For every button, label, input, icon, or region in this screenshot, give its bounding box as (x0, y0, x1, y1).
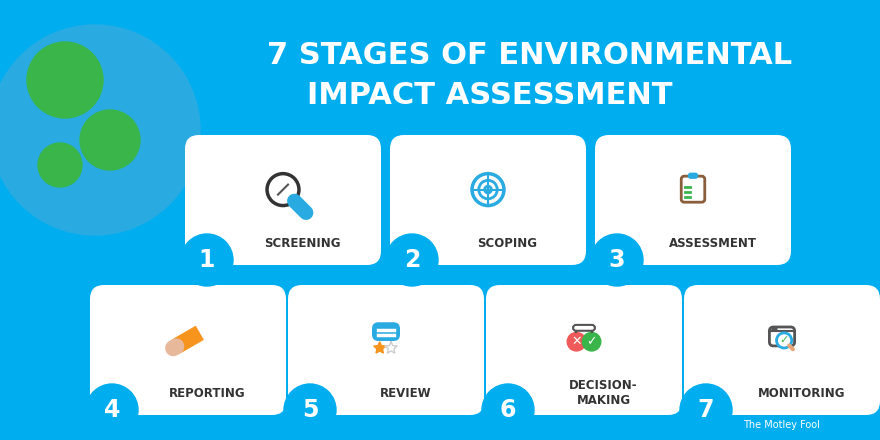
Circle shape (568, 333, 586, 351)
Circle shape (86, 384, 138, 436)
Text: 2: 2 (404, 248, 420, 272)
Circle shape (482, 384, 534, 436)
Circle shape (774, 328, 775, 330)
Circle shape (181, 234, 233, 286)
FancyBboxPatch shape (373, 324, 399, 340)
Circle shape (0, 25, 200, 235)
Text: ✕: ✕ (571, 335, 582, 348)
Text: IMPACT ASSESSMENT: IMPACT ASSESSMENT (307, 81, 672, 110)
Text: 7: 7 (698, 398, 715, 422)
Text: MONITORING: MONITORING (758, 386, 846, 400)
Text: ✓: ✓ (586, 335, 597, 348)
Text: REPORTING: REPORTING (169, 386, 246, 400)
FancyBboxPatch shape (573, 325, 595, 331)
Text: 3: 3 (609, 248, 626, 272)
Text: DECISION-
MAKING: DECISION- MAKING (569, 379, 638, 407)
Text: SCOPING: SCOPING (478, 237, 538, 249)
Circle shape (38, 143, 82, 187)
Text: ASSESSMENT: ASSESSMENT (669, 237, 757, 249)
FancyBboxPatch shape (684, 285, 880, 415)
Text: SCREENING: SCREENING (264, 237, 341, 249)
Polygon shape (385, 342, 397, 353)
Circle shape (591, 234, 643, 286)
Text: The Motley Fool: The Motley Fool (743, 420, 820, 430)
Text: 6: 6 (500, 398, 517, 422)
FancyBboxPatch shape (288, 285, 484, 415)
Circle shape (776, 333, 792, 348)
Text: ✓: ✓ (780, 335, 788, 345)
Circle shape (680, 384, 732, 436)
Text: 4: 4 (104, 398, 121, 422)
Circle shape (284, 384, 336, 436)
Text: 5: 5 (302, 398, 319, 422)
Circle shape (386, 234, 438, 286)
Circle shape (583, 333, 601, 351)
FancyBboxPatch shape (681, 176, 705, 202)
Text: 1: 1 (199, 248, 216, 272)
FancyBboxPatch shape (390, 135, 586, 265)
FancyBboxPatch shape (90, 285, 286, 415)
FancyBboxPatch shape (689, 174, 697, 178)
Circle shape (775, 328, 777, 330)
FancyBboxPatch shape (595, 135, 791, 265)
FancyBboxPatch shape (185, 135, 381, 265)
Circle shape (267, 174, 299, 205)
FancyBboxPatch shape (486, 285, 682, 415)
Circle shape (80, 110, 140, 170)
Circle shape (27, 42, 103, 118)
FancyBboxPatch shape (769, 327, 795, 346)
Text: REVIEW: REVIEW (380, 386, 431, 400)
Polygon shape (374, 342, 385, 353)
Circle shape (772, 328, 774, 330)
Text: 7 STAGES OF ENVIRONMENTAL: 7 STAGES OF ENVIRONMENTAL (268, 40, 793, 70)
